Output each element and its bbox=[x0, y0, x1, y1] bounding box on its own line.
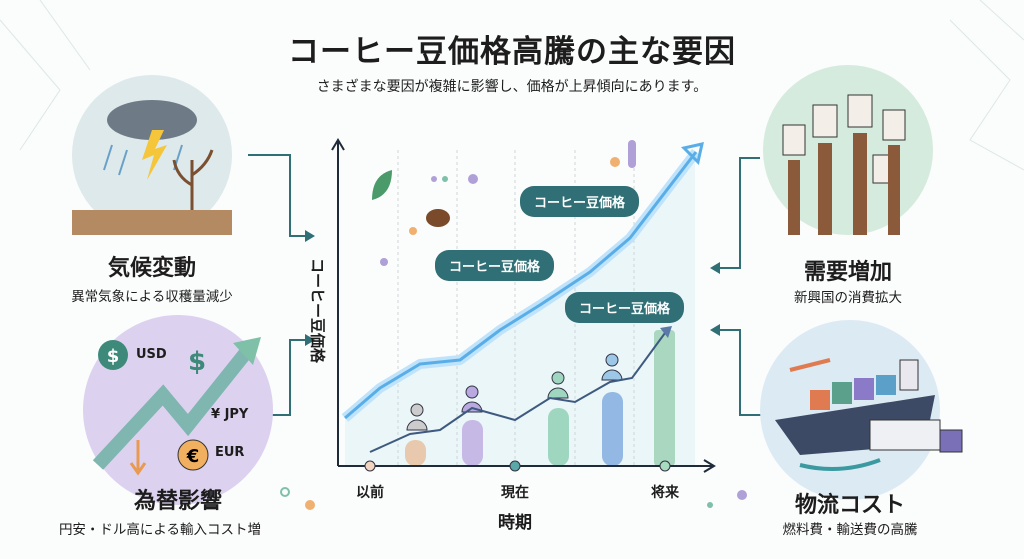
factor-description: 円安・ドル高による輸入コスト増 bbox=[58, 522, 262, 538]
currency-label: USD bbox=[136, 347, 167, 362]
bar bbox=[654, 330, 675, 466]
svg-text:$: $ bbox=[107, 346, 120, 367]
factor-title: 為替影響 bbox=[133, 489, 222, 514]
x-tick-label: 現在 bbox=[501, 485, 529, 501]
currency-label: ¥ JPY bbox=[211, 407, 249, 422]
coffee-cups-hands-icon bbox=[782, 94, 906, 235]
page-subtitle: さまざまな要因が複雑に影響し、価格が上昇傾向にあります。 bbox=[316, 79, 708, 95]
svg-text:€: € bbox=[186, 446, 200, 467]
x-tick-label: 将来 bbox=[651, 485, 679, 501]
connector-arrow bbox=[720, 329, 765, 416]
factor-title: 需要増加 bbox=[803, 260, 892, 285]
y-axis-label: コーヒー豆価格 bbox=[308, 257, 327, 363]
connector-arrow bbox=[248, 154, 305, 237]
bars bbox=[405, 330, 675, 466]
bar bbox=[602, 392, 623, 466]
coffee-bean-icon bbox=[426, 209, 450, 227]
cargo-ship-truck-icon bbox=[775, 358, 963, 471]
factor-title: 気候変動 bbox=[107, 256, 196, 281]
currency-exchange-icon: $ $ € bbox=[92, 337, 261, 476]
x-axis-label: 時期 bbox=[498, 513, 532, 533]
page-title: コーヒー豆価格高騰の主な要因 bbox=[288, 34, 736, 70]
price-trend-line bbox=[344, 151, 698, 420]
leaf-icon bbox=[372, 170, 392, 200]
climate-change-illustration bbox=[72, 75, 232, 235]
currency-label: EUR bbox=[215, 445, 245, 460]
bar bbox=[462, 420, 483, 466]
factor-description: 異常気象による収穫量減少 bbox=[71, 289, 233, 305]
demand-illustration bbox=[763, 65, 933, 235]
price-callout: コーヒー豆価格 bbox=[565, 292, 685, 323]
logistics-illustration bbox=[760, 320, 963, 500]
price-callout: コーヒー豆価格 bbox=[520, 186, 640, 217]
storm-withered-plant-icon bbox=[72, 100, 232, 235]
connector-arrow bbox=[270, 339, 305, 416]
exchange-rate-illustration: $ $ € USD ¥ JPY EUR bbox=[83, 315, 273, 505]
person-icons bbox=[406, 353, 623, 431]
bar bbox=[405, 440, 426, 466]
price-callout: コーヒー豆価格 bbox=[435, 250, 555, 281]
x-tick-label: 以前 bbox=[356, 485, 384, 501]
secondary-trend-line bbox=[369, 332, 666, 453]
bar bbox=[548, 408, 569, 466]
factor-description: 燃料費・輸送費の高騰 bbox=[782, 522, 918, 538]
factor-title: 物流コスト bbox=[794, 493, 905, 518]
connector-arrow bbox=[720, 157, 760, 269]
svg-text:$: $ bbox=[188, 347, 206, 377]
factor-description: 新興国の消費拡大 bbox=[794, 290, 902, 306]
